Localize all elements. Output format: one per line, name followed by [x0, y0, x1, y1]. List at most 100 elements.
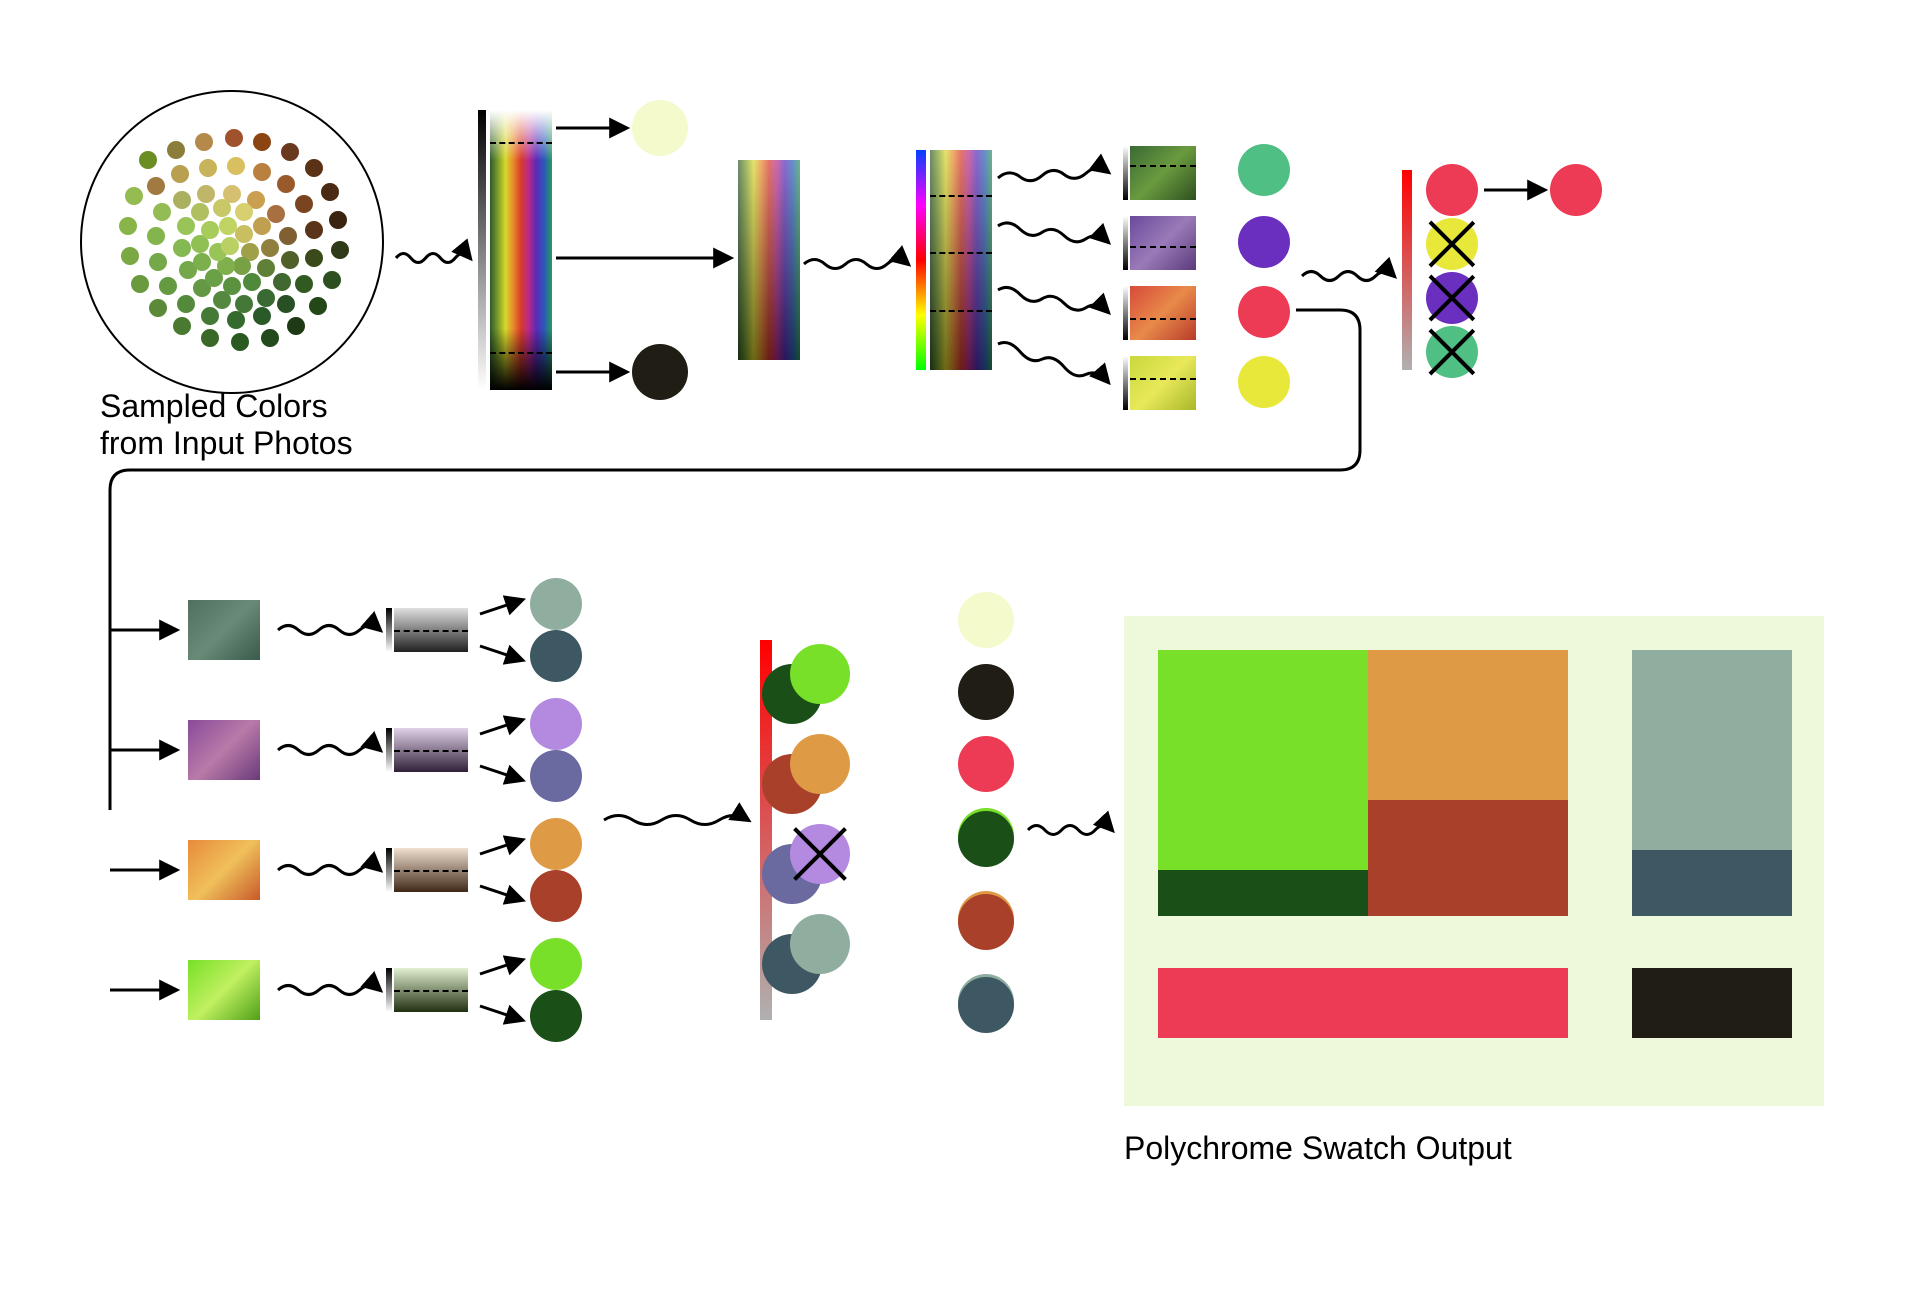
- hue-tile-dot-3: [1238, 356, 1290, 408]
- pair-front-1: [790, 734, 850, 794]
- scatter-dot-17: [149, 299, 167, 317]
- scatter-dot-49: [257, 289, 275, 307]
- scatter-dot-14: [231, 333, 249, 351]
- scatter-dot-39: [147, 227, 165, 245]
- scatter-dot-42: [197, 185, 215, 203]
- row2-mini-sidebar-3: [386, 968, 392, 1012]
- scatter-dot-47: [281, 251, 299, 269]
- row2-dot-3-0: [530, 938, 582, 990]
- scatter-dot-38: [149, 253, 167, 271]
- scatter-dot-2: [195, 133, 213, 151]
- scatter-dot-13: [261, 329, 279, 347]
- pair-front-3: [790, 914, 850, 974]
- hue-tile-3: [1130, 356, 1196, 410]
- scatter-dot-32: [277, 295, 295, 313]
- swatch-block-1: [1158, 870, 1368, 916]
- scatter-dot-26: [253, 163, 271, 181]
- row2-mini-1: [394, 728, 468, 772]
- swatch-block-7: [1632, 968, 1792, 1038]
- tile-sidebar-0: [1123, 146, 1128, 200]
- hue-tile-dot-1: [1238, 216, 1290, 268]
- final-dot-4: [958, 811, 1014, 867]
- scatter-dot-50: [235, 295, 253, 313]
- scatter-dot-60: [261, 239, 279, 257]
- row2-tile-2: [188, 840, 260, 900]
- scatter-dot-16: [173, 317, 191, 335]
- scatter-dot-23: [171, 165, 189, 183]
- row2-mini-sidebar-1: [386, 728, 392, 772]
- scatter-dot-59: [253, 217, 271, 235]
- scatter-dot-3: [225, 129, 243, 147]
- scatter-dot-40: [153, 203, 171, 221]
- sat-dot-0: [1426, 164, 1478, 216]
- scatter-dot-1: [167, 141, 185, 159]
- sat-dot-1: [1426, 218, 1478, 270]
- scatter-dot-54: [173, 239, 191, 257]
- swatch-block-0: [1158, 650, 1368, 870]
- scatter-dot-20: [119, 217, 137, 235]
- scatter-dot-29: [305, 221, 323, 239]
- swatch-block-3: [1368, 800, 1568, 916]
- scatter-dot-35: [201, 307, 219, 325]
- swatch-block-4: [1632, 650, 1792, 850]
- row2-mini-sidebar-0: [386, 608, 392, 652]
- scatter-dot-30: [305, 249, 323, 267]
- scatter-dot-55: [177, 217, 195, 235]
- scatter-dot-19: [121, 247, 139, 265]
- tile-sidebar-2: [1123, 286, 1128, 340]
- scatter-dot-41: [173, 191, 191, 209]
- hue-tile-dot-0: [1238, 144, 1290, 196]
- scatter-dot-48: [273, 273, 291, 291]
- final-dot-1: [958, 664, 1014, 720]
- scatter-dot-45: [267, 205, 285, 223]
- diagram-stage: Sampled Colors from Input Photos Polychr…: [0, 0, 1920, 1309]
- scatter-dot-69: [235, 225, 253, 243]
- tile-sidebar-3: [1123, 356, 1128, 410]
- scatter-dot-71: [233, 257, 251, 275]
- scatter-dot-57: [213, 199, 231, 217]
- scatter-dot-34: [227, 311, 245, 329]
- hue-tile-0: [1130, 146, 1196, 200]
- final-dot-0: [958, 592, 1014, 648]
- final-dot-6: [958, 894, 1014, 950]
- final-dot-2: [958, 736, 1014, 792]
- input-label: Sampled Colors from Input Photos: [100, 388, 353, 462]
- accent-winner-dot: [1550, 164, 1602, 216]
- sat-dot-2: [1426, 272, 1478, 324]
- row2-tile-3: [188, 960, 260, 1020]
- sat-bar: [1402, 170, 1412, 370]
- swatch-block-2: [1368, 650, 1568, 800]
- scatter-dot-22: [147, 177, 165, 195]
- sat-dot-3: [1426, 326, 1478, 378]
- scatter-dot-7: [321, 183, 339, 201]
- row2-mini-2: [394, 848, 468, 892]
- swatch-block-6: [1158, 968, 1568, 1038]
- scatter-dot-58: [235, 203, 253, 221]
- row2-dot-1-0: [530, 698, 582, 750]
- scatter-dot-9: [331, 241, 349, 259]
- scatter-dot-15: [201, 329, 219, 347]
- scatter-dot-61: [257, 259, 275, 277]
- dark-extreme-dot: [632, 344, 688, 400]
- row2-mini-3: [394, 968, 468, 1012]
- pair-front-0: [790, 644, 850, 704]
- scatter-dot-6: [305, 159, 323, 177]
- hue-bar: [916, 150, 926, 370]
- scatter-dot-67: [201, 221, 219, 239]
- scatter-dot-18: [131, 275, 149, 293]
- scatter-dot-62: [243, 273, 261, 291]
- final-dot-8: [958, 977, 1014, 1033]
- scatter-dot-31: [295, 275, 313, 293]
- hue-strip: [930, 150, 992, 370]
- lum-sidebar: [478, 110, 486, 390]
- row2-dot-3-1: [530, 990, 582, 1042]
- hue-tile-dot-2: [1238, 286, 1290, 338]
- row2-mini-sidebar-2: [386, 848, 392, 892]
- scatter-dot-12: [287, 317, 305, 335]
- row2-tile-0: [188, 600, 260, 660]
- scatter-dot-46: [279, 227, 297, 245]
- row2-dot-0-1: [530, 630, 582, 682]
- output-label: Polychrome Swatch Output: [1124, 1130, 1512, 1167]
- swatch-block-5: [1632, 850, 1792, 916]
- row2-dot-2-1: [530, 870, 582, 922]
